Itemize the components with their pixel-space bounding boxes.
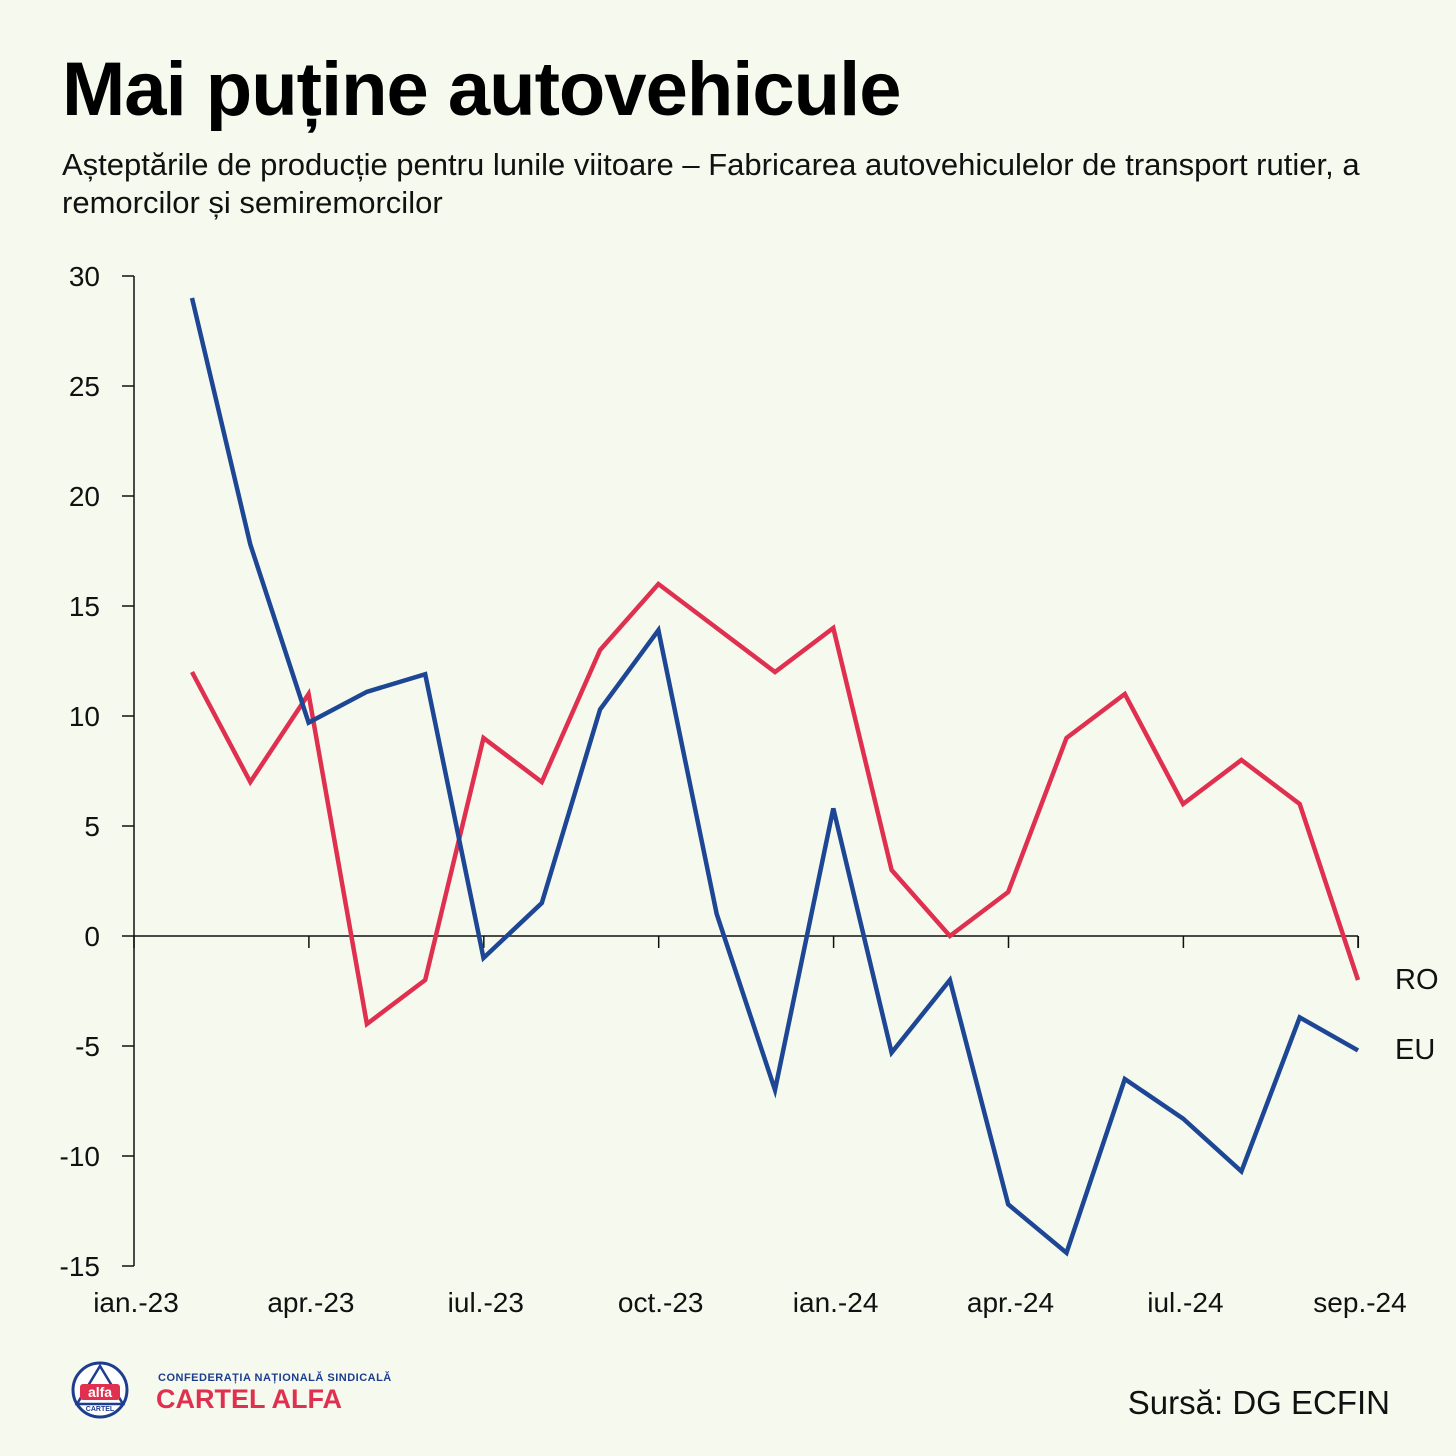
y-tick-label: -15: [60, 1251, 100, 1282]
y-tick-label: 0: [84, 921, 100, 952]
series-line-ro: [190, 580, 1361, 1029]
x-tick-label: apr.-23: [267, 1287, 354, 1318]
y-tick-label: 25: [69, 371, 100, 402]
x-tick-label: sep.-24: [1313, 1287, 1406, 1318]
y-tick-label: 20: [69, 481, 100, 512]
y-tick-label: 5: [84, 811, 100, 842]
logo-main-text: CARTEL ALFA: [156, 1384, 342, 1414]
x-tick-label: oct.-23: [618, 1287, 704, 1318]
x-tick-label: iul.-24: [1147, 1287, 1223, 1318]
chart-subtitle: Așteptările de producție pentru lunile v…: [62, 147, 1360, 220]
y-tick-label: 15: [69, 591, 100, 622]
logo-badge-small: CARTEL: [86, 1406, 115, 1413]
source-note: Sursă: DG ECFIN: [1127, 1384, 1390, 1421]
cartel-alfa-logo: alfa CARTEL CONFEDERAȚIA NAȚIONALĂ SINDI…: [70, 1356, 391, 1426]
logo-badge-word: alfa: [88, 1384, 112, 1400]
chart-series: [189, 297, 1361, 1257]
series-label-eu: EU: [1395, 1034, 1435, 1066]
chart-axes: [122, 275, 1360, 1267]
x-tick-label: ian.-23: [93, 1287, 179, 1318]
x-tick-label: iul.-23: [448, 1287, 524, 1318]
chart-labels: 30 25 20 15 10 5 0 -5 -10 -15 ian.-23 apr.-23 iul.-2…: [60, 261, 1439, 1318]
alfa-badge-icon: alfa CARTEL: [71, 1361, 129, 1419]
x-tick-label: apr.-24: [967, 1287, 1054, 1318]
y-tick-label: -5: [75, 1031, 100, 1062]
line-chart: 30 25 20 15 10 5 0 -5 -10 -15 ian.-23 apr.-23 iul.-2…: [60, 261, 1439, 1318]
series-label-ro: RO: [1395, 964, 1439, 996]
y-tick-label: 10: [69, 701, 100, 732]
x-tick-label: ian.-24: [793, 1287, 879, 1318]
y-tick-label: -10: [60, 1141, 100, 1172]
y-tick-label: 30: [69, 261, 100, 292]
logo-top-text: CONFEDERAȚIA NAȚIONALĂ SINDICALĂ: [158, 1372, 392, 1384]
series-line-eu: [189, 297, 1360, 1257]
chart-title: Mai puține autovehicule: [62, 47, 901, 132]
